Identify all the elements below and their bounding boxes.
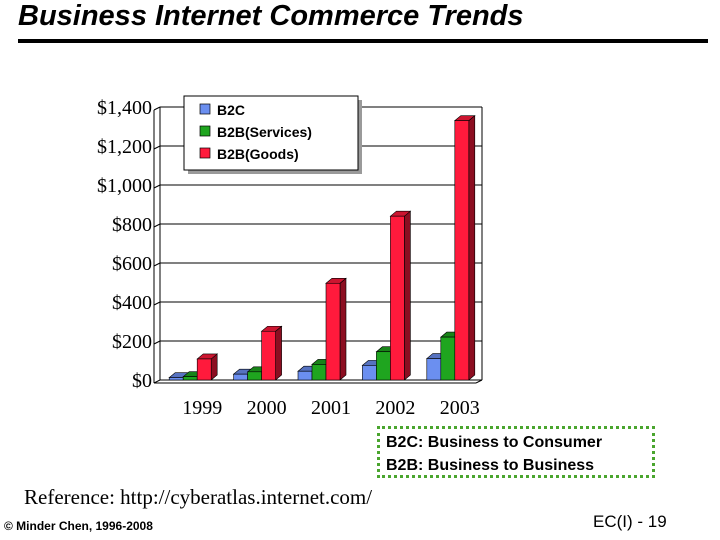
gridline-side: [153, 184, 161, 189]
gridline-side: [153, 106, 161, 111]
x-tick-label: 2002: [375, 397, 415, 419]
copyright-text: © Minder Chen, 1996-2008: [4, 519, 153, 533]
bar: [426, 358, 442, 381]
bar: [440, 336, 456, 381]
y-tick-label: $600: [112, 253, 152, 275]
bar-side: [404, 210, 411, 381]
legend-swatch: [199, 147, 211, 159]
title-underline: [18, 39, 708, 43]
x-tick-label: 1999: [182, 397, 222, 419]
x-tick-label: 2000: [247, 397, 287, 419]
bar: [168, 377, 184, 381]
bar-side: [468, 115, 476, 381]
legend: [183, 95, 359, 171]
bar: [390, 215, 405, 381]
y-tick-label: $400: [112, 292, 152, 314]
bar: [311, 364, 327, 381]
y-tick-label: $1,200: [97, 136, 152, 158]
x-tick-label: 2003: [440, 397, 480, 419]
legend-label: B2C: [217, 102, 245, 118]
gridline-side: [153, 340, 161, 345]
bar: [297, 370, 313, 381]
bar: [261, 330, 276, 381]
slide-number: EC(I) - 19: [593, 512, 667, 531]
y-tick-label: $1,000: [97, 175, 152, 197]
bar-side: [275, 325, 282, 381]
bar: [454, 120, 470, 381]
bar: [362, 365, 377, 381]
legend-swatch: [199, 103, 211, 115]
x-tick-label: 2001: [311, 397, 351, 419]
bar: [233, 373, 248, 381]
gridline-side: [153, 262, 161, 267]
definitions-box: B2C: Business to Consumer B2B: Business …: [377, 426, 655, 478]
y-tick-label: $0: [132, 370, 152, 392]
bar: [376, 351, 391, 381]
legend-label: B2B(Services): [217, 124, 312, 140]
gridline-side: [153, 145, 161, 150]
gridline-side: [153, 223, 161, 228]
bar-side: [339, 277, 347, 381]
y-tick-label: $200: [112, 331, 152, 353]
definition-b2c: B2C: Business to Consumer: [386, 434, 603, 451]
gridline-side: [153, 301, 161, 306]
bar: [325, 282, 341, 381]
definition-b2b: B2B: Business to Business: [386, 457, 595, 474]
slide-title: Business Internet Commerce Trends: [18, 0, 524, 32]
bar: [196, 358, 212, 381]
legend-label: B2B(Goods): [217, 146, 299, 162]
bar: [182, 376, 198, 381]
y-tick-label: $800: [112, 214, 152, 236]
floor-edge-side: [475, 379, 483, 384]
reference-text: Reference: http://cyberatlas.internet.co…: [24, 485, 373, 509]
bar: [247, 371, 262, 381]
y-tick-label: $1,400: [97, 97, 152, 119]
legend-swatch: [199, 125, 211, 137]
